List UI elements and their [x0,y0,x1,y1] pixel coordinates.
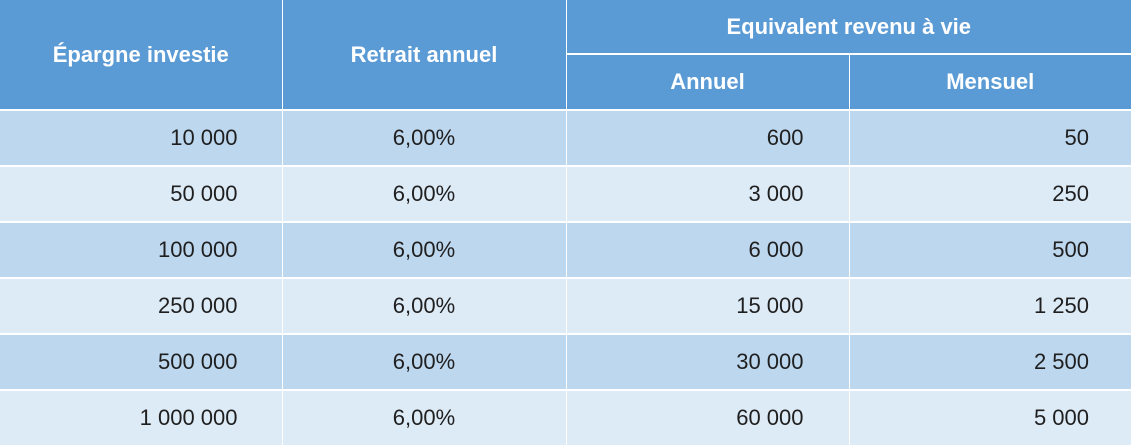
header-equivalent-income: Equivalent revenu à vie [566,0,1131,55]
table-row: 1 000 000 6,00% 60 000 5 000 [0,390,1131,445]
cell-withdrawal-rate: 6,00% [282,222,567,279]
table-row: 100 000 6,00% 6 000 500 [0,222,1131,279]
cell-annual-income: 15 000 [566,278,850,335]
cell-monthly-income: 2 500 [849,334,1131,391]
cell-savings: 100 000 [0,222,283,279]
cell-monthly-income: 5 000 [849,390,1131,445]
cell-monthly-income: 500 [849,222,1131,279]
cell-monthly-income: 250 [849,166,1131,223]
table-row: 500 000 6,00% 30 000 2 500 [0,334,1131,391]
cell-monthly-income: 50 [849,110,1131,167]
cell-withdrawal-rate: 6,00% [282,278,567,335]
cell-savings: 1 000 000 [0,390,283,445]
cell-annual-income: 60 000 [566,390,850,445]
cell-savings: 10 000 [0,110,283,167]
header-withdrawal: Retrait annuel [282,0,567,111]
table-row: 10 000 6,00% 600 50 [0,110,1131,167]
table-row: 50 000 6,00% 3 000 250 [0,166,1131,223]
header-annual: Annuel [566,54,850,111]
cell-savings: 500 000 [0,334,283,391]
header-savings: Épargne investie [0,0,283,111]
cell-monthly-income: 1 250 [849,278,1131,335]
cell-savings: 250 000 [0,278,283,335]
table-header: Épargne investie Retrait annuel Equivale… [0,0,1131,111]
cell-annual-income: 3 000 [566,166,850,223]
cell-annual-income: 600 [566,110,850,167]
header-monthly: Mensuel [849,54,1131,111]
cell-withdrawal-rate: 6,00% [282,390,567,445]
table-body: 10 000 6,00% 600 50 50 000 6,00% 3 000 250 100 0… [0,110,1131,445]
cell-withdrawal-rate: 6,00% [282,166,567,223]
cell-savings: 50 000 [0,166,283,223]
cell-annual-income: 30 000 [566,334,850,391]
cell-annual-income: 6 000 [566,222,850,279]
table-row: 250 000 6,00% 15 000 1 250 [0,278,1131,335]
cell-withdrawal-rate: 6,00% [282,334,567,391]
cell-withdrawal-rate: 6,00% [282,110,567,167]
